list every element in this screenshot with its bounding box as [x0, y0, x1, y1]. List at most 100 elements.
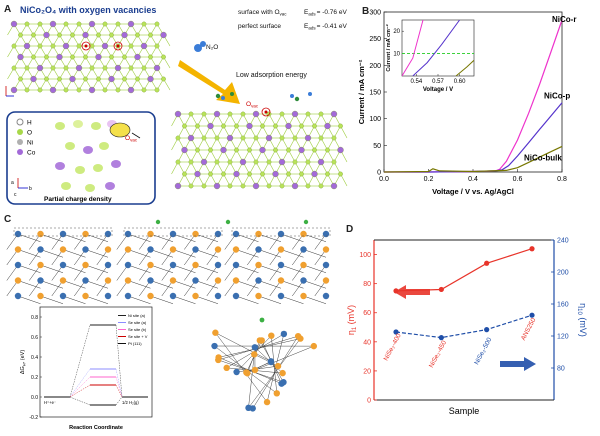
svg-text:a: a — [11, 180, 14, 186]
left-axis-label: η1 (mV) — [346, 305, 358, 335]
inset-series-1 — [412, 20, 461, 76]
chart-b: 0 50 100 150 200 250 300 0.0 0.2 0.4 0.6 0.8 Voltage… — [357, 10, 576, 197]
lattice-bottom — [171, 107, 348, 190]
cluster-structure — [211, 317, 318, 412]
y-tick-label: 100 — [369, 116, 381, 123]
category-label: NiSe₂-400 — [383, 332, 403, 362]
adsorbate-molecules — [215, 92, 312, 102]
category-label: NiSe₂-450 — [428, 339, 448, 369]
svg-text:O: O — [27, 130, 32, 137]
chart-d: 0 20 40 60 80 100 80 120 160 200 240 η1 (mV) η10 (mV… — [346, 238, 588, 417]
right-tick-label: 200 — [557, 270, 569, 277]
low-energy-arrow-icon — [178, 60, 240, 104]
panel-a-title: NiCo₂O₄ with oxygen vacancies — [20, 5, 156, 15]
svg-text:c: c — [14, 192, 17, 198]
panel-b: B 0 50 100 150 200 250 300 0.0 0.2 0.4 0.6 0.8 Volta… — [356, 0, 600, 210]
panel-c-figure: 0.8 0.6 0.4 0.2 0.0 -0.2 ΔGH* (eV) Reaction Coo… — [6, 219, 331, 431]
charge-density-legend: H O Ni Co — [16, 118, 36, 157]
svg-text:Eads= -0.41 eV: Eads= -0.41 eV — [304, 23, 347, 31]
svg-text:0.0: 0.0 — [31, 395, 38, 401]
svg-text:Ovac: Ovac — [246, 101, 259, 109]
panel-b-label: B — [362, 6, 370, 17]
charge-density-caption: Partial charge density — [44, 196, 112, 203]
svg-text:1/2 H₂(g): 1/2 H₂(g) — [122, 400, 139, 405]
series-line-1 — [395, 314, 533, 339]
inset-x-label: Voltage / V — [423, 87, 453, 93]
y-axis-label: Current / mA cm⁻² — [357, 59, 366, 124]
svg-text:Se site (a): Se site (a) — [128, 320, 147, 325]
series-line-0 — [395, 248, 533, 292]
inset-y-label: Current / mA cm⁻² — [385, 24, 392, 71]
left-tick-label: 0 — [367, 398, 371, 405]
inset-series-0 — [402, 20, 424, 76]
svg-text:ΔGH* (eV): ΔGH* (eV) — [20, 350, 27, 374]
right-tick-label: 160 — [557, 302, 569, 309]
svg-text:Pt (111): Pt (111) — [128, 341, 142, 346]
series-point-0 — [438, 286, 444, 293]
axis-triad-top-icon — [5, 86, 14, 97]
right-axis-label: η10 (mV) — [576, 303, 588, 337]
panel-a-label: A — [4, 4, 12, 15]
svg-text:Ni: Ni — [27, 140, 33, 147]
svg-text:Ovac: Ovac — [125, 135, 138, 143]
left-tick-label: 100 — [359, 252, 371, 259]
svg-text:H: H — [27, 120, 32, 127]
panel-a-figure: NiCo₂O₄ with oxygen vacancies surface wi… — [5, 5, 348, 205]
charge-density-box — [6, 111, 156, 205]
svg-text:Reaction Coordinate: Reaction Coordinate — [69, 425, 123, 431]
inset-series-2 — [455, 59, 474, 76]
inset-y-tick-label: 20 — [393, 29, 400, 35]
right-tick-label: 120 — [557, 334, 569, 341]
right-tick-label: 240 — [557, 238, 569, 245]
free-energy-diagram: 0.8 0.6 0.4 0.2 0.0 -0.2 ΔGH* (eV) Reaction Coo… — [20, 306, 153, 431]
series-line-2 — [383, 145, 563, 173]
x-tick-label: 0.6 — [513, 176, 523, 183]
arrow-label: Low adsorption energy — [236, 72, 307, 79]
svg-text:Ni site (a): Ni site (a) — [128, 313, 146, 318]
y-tick-label: 250 — [369, 36, 381, 43]
inset-frame — [401, 19, 475, 77]
right-axis-arrow-icon — [500, 357, 536, 371]
panel-a: A NiCo₂O₄ with oxygen vacancies surface … — [0, 0, 355, 210]
charge-density-blobs — [55, 120, 141, 192]
x-tick-label: 0.0 — [379, 176, 389, 183]
y-tick-label: 150 — [369, 90, 381, 97]
slab-1 — [6, 227, 113, 304]
y-tick-label: 0 — [377, 170, 381, 177]
y-tick-label: 300 — [369, 10, 381, 17]
panel-d-label: D — [346, 224, 354, 235]
svg-text:Se site + V: Se site + V — [128, 334, 148, 339]
svg-text:Eads= -0.76 eV: Eads= -0.76 eV — [304, 9, 347, 17]
lattice-top — [7, 20, 171, 94]
slab-2 — [116, 219, 223, 304]
panel-c-label: C — [4, 214, 12, 225]
left-tick-label: 40 — [363, 339, 371, 346]
inset-x-tick-label: 0.54 — [411, 79, 423, 85]
svg-text:perfect surface: perfect surface — [238, 23, 281, 30]
inset-x-tick-label: 0.60 — [454, 79, 466, 85]
inset-y-tick-label: 10 — [393, 52, 400, 58]
svg-text:Co: Co — [27, 150, 36, 157]
category-label: NiSe₂-500 — [473, 336, 493, 366]
panel-c: C 0.8 0.6 0.4 0.2 0.0 -0.2 ΔGH* (eV) Reaction C… — [0, 212, 340, 436]
left-axis-arrow-icon — [394, 285, 430, 299]
svg-text:Se site (b): Se site (b) — [128, 327, 147, 332]
series-point-1 — [438, 335, 444, 341]
series-label-2: NiCo-bulk — [524, 153, 562, 162]
x-tick-label: 0.4 — [468, 176, 478, 183]
panel-d: D 0 20 40 60 80 100 80 120 160 200 240 η1 (mV) η10 (… — [340, 212, 600, 436]
series-label-1: NiCo-p — [544, 92, 570, 101]
series-point-1 — [529, 312, 535, 318]
axis-triad-icon: a b c — [11, 178, 32, 198]
series-point-1 — [484, 327, 490, 333]
y-tick-label: 50 — [373, 143, 381, 150]
svg-text:0.2: 0.2 — [31, 375, 38, 381]
right-tick-label: 80 — [557, 366, 565, 373]
series-point-1 — [393, 329, 399, 335]
category-label: ANS250 — [520, 317, 538, 342]
slab-3 — [224, 219, 331, 304]
svg-text:0.8: 0.8 — [31, 315, 38, 321]
x-axis-label: Sample — [449, 406, 480, 416]
svg-text:-0.2: -0.2 — [29, 415, 38, 421]
series-label-0: NiCo-r — [552, 15, 576, 24]
